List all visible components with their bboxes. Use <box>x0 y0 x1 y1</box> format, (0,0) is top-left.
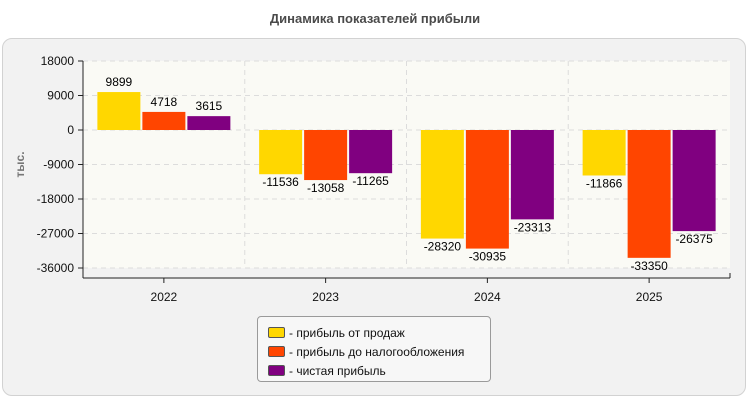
data-label: -33350 <box>630 259 668 273</box>
data-label: -30935 <box>469 250 507 264</box>
bar <box>304 130 348 181</box>
y-tick-label: -27000 <box>37 227 75 241</box>
data-label: -23313 <box>514 220 552 234</box>
bar <box>349 130 393 174</box>
x-tick-label: 2024 <box>474 290 501 304</box>
bar <box>187 116 231 130</box>
legend-label: - чистая прибыль <box>289 363 386 378</box>
legend-swatch <box>268 327 285 338</box>
y-tick-label: 9000 <box>47 89 74 103</box>
y-tick-label: 0 <box>67 123 74 137</box>
legend-label: - прибыль от продаж <box>289 325 405 340</box>
bar <box>420 130 464 239</box>
bar <box>97 92 141 130</box>
bar <box>142 111 186 130</box>
y-tick-label: -36000 <box>37 261 75 275</box>
data-label: 3615 <box>196 99 223 113</box>
data-label: -28320 <box>424 240 462 254</box>
x-tick-label: 2023 <box>312 290 339 304</box>
legend-item-pretax-profit: - прибыль до налогообложения <box>258 342 490 361</box>
x-tick-label: 2022 <box>151 290 178 304</box>
bar <box>259 130 303 175</box>
legend-swatch <box>268 346 285 357</box>
x-tick-label: 2025 <box>636 290 663 304</box>
legend-item-sales-profit: - прибыль от продаж <box>258 323 490 342</box>
data-label: -13058 <box>307 181 345 195</box>
bar <box>672 130 716 232</box>
bar <box>627 130 671 258</box>
bar <box>465 130 509 249</box>
bar <box>510 130 554 220</box>
data-label: -11265 <box>352 174 389 188</box>
data-label: 4718 <box>151 95 178 109</box>
legend: - прибыль от продаж - прибыль до налогоо… <box>257 316 491 382</box>
legend-swatch <box>268 365 285 376</box>
y-tick-label: -9000 <box>43 158 74 172</box>
y-axis-label: тыс. <box>13 151 27 177</box>
y-tick-label: 18000 <box>41 54 75 68</box>
legend-item-net-profit: - чистая прибыль <box>258 361 490 380</box>
bar <box>582 130 626 176</box>
data-label: -11536 <box>262 175 299 189</box>
data-label: -26375 <box>675 232 713 246</box>
y-tick-label: -18000 <box>37 192 75 206</box>
data-label: -11866 <box>586 176 623 190</box>
data-label: 9899 <box>106 75 133 89</box>
chart-title: Динамика показателей прибыли <box>269 11 481 26</box>
legend-label: - прибыль до налогообложения <box>289 344 465 359</box>
